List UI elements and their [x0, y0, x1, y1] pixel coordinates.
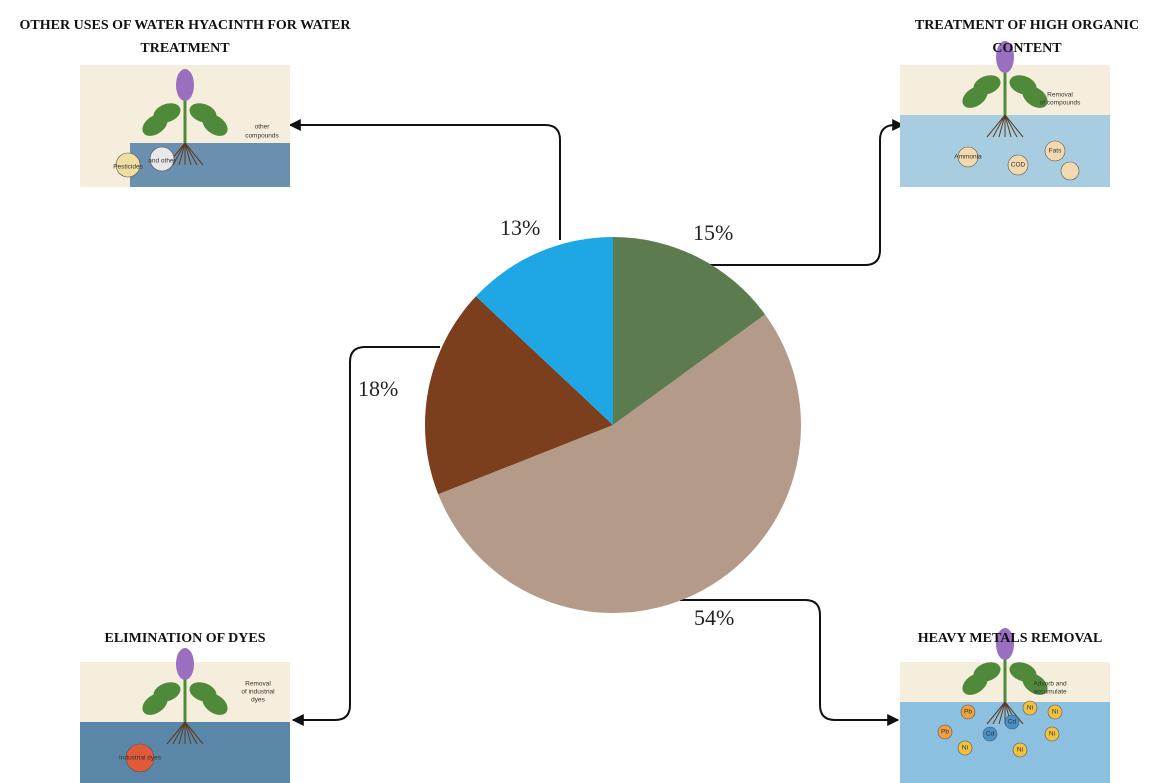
leaf	[1009, 662, 1037, 682]
flower	[996, 628, 1014, 660]
particle	[115, 152, 141, 178]
illustration: other compounds Pesticides and other	[80, 65, 290, 187]
root	[166, 721, 186, 745]
section-title: TREATMENT OF HIGH ORGANIC CONTENT	[914, 18, 1140, 56]
value-label: 54%	[694, 605, 734, 630]
panel-text: other	[255, 124, 271, 131]
particle	[125, 743, 155, 773]
root	[1004, 701, 1024, 725]
connector-arrow	[680, 599, 900, 726]
pie-slice	[613, 237, 766, 425]
particle	[960, 704, 976, 720]
panel-text: accumulate	[1033, 689, 1067, 696]
root	[986, 701, 1006, 725]
panel-text: Ammonia	[954, 154, 982, 161]
value-label: 18%	[358, 376, 398, 401]
panel-text: Ni	[1027, 705, 1033, 712]
section-title: ELIMINATION OF DYES	[104, 631, 266, 646]
particle	[1004, 714, 1020, 730]
section-title: HEAVY METALS REMOVAL	[917, 631, 1103, 646]
particle	[149, 146, 175, 172]
leaf	[973, 662, 1001, 682]
panel-text: Removal	[245, 681, 271, 688]
particle	[1012, 742, 1028, 758]
panel-text: Pb	[941, 729, 949, 736]
particle	[1060, 161, 1080, 181]
panel-text: Cd	[1008, 719, 1017, 726]
panel-text: Ni	[1017, 747, 1023, 754]
root	[184, 142, 192, 166]
panel-text: compounds	[245, 133, 279, 140]
pie-slice	[475, 237, 613, 425]
panel-text: Pesticides	[113, 164, 143, 171]
panel-text: Pb	[964, 709, 972, 716]
panel-text: Cd	[986, 731, 995, 738]
particle	[1022, 700, 1038, 716]
panel-text: COD	[1011, 162, 1026, 169]
connector-arrow	[288, 119, 561, 240]
particle	[1044, 726, 1060, 742]
particle	[957, 740, 973, 756]
particle	[957, 146, 979, 168]
leaf	[1009, 75, 1037, 95]
panel-text: Adsorb and	[1033, 681, 1067, 688]
root	[992, 114, 1006, 138]
particle	[1007, 154, 1029, 176]
leaf	[153, 682, 181, 702]
particle	[1044, 140, 1066, 162]
root	[998, 114, 1006, 138]
root	[172, 142, 186, 166]
value-label: 13%	[500, 215, 540, 240]
root	[998, 701, 1006, 725]
flower	[996, 41, 1014, 73]
leaf	[189, 103, 217, 123]
root	[178, 721, 186, 745]
leaf	[973, 75, 1001, 95]
root	[184, 721, 198, 745]
panel-text: Removal	[1047, 92, 1073, 99]
root	[1004, 114, 1012, 138]
root	[986, 114, 1006, 138]
root	[184, 142, 204, 166]
pie-slice	[425, 296, 613, 495]
root	[1004, 114, 1018, 138]
leaf	[189, 682, 217, 702]
connector-arrow	[291, 346, 440, 726]
pie-slice	[438, 314, 801, 613]
panel-text: and other	[148, 158, 176, 165]
panel-text: dyes	[251, 697, 265, 704]
panel-text: Industrial dyes	[119, 755, 162, 762]
section-title: OTHER USES OF WATER HYACINTH FOR WATER T…	[19, 18, 351, 56]
root	[992, 701, 1006, 725]
flower	[176, 69, 194, 101]
root	[172, 721, 186, 745]
leaf	[153, 103, 181, 123]
root	[184, 721, 204, 745]
root	[184, 721, 192, 745]
panel-text: Ni	[1049, 731, 1055, 738]
panel-text: of industrial	[241, 689, 275, 696]
panel-text: of compounds	[1040, 100, 1082, 107]
particle	[1047, 704, 1063, 720]
value-label: 15%	[693, 220, 733, 245]
connector-arrow	[705, 119, 905, 266]
panel-text: Fats	[1049, 148, 1062, 155]
flower	[176, 648, 194, 680]
panel-text: Ni	[1052, 709, 1058, 716]
panel-text: Ni	[962, 745, 968, 752]
particle	[937, 724, 953, 740]
root	[178, 142, 186, 166]
root	[1004, 114, 1024, 138]
root	[184, 142, 198, 166]
particle	[982, 726, 998, 742]
